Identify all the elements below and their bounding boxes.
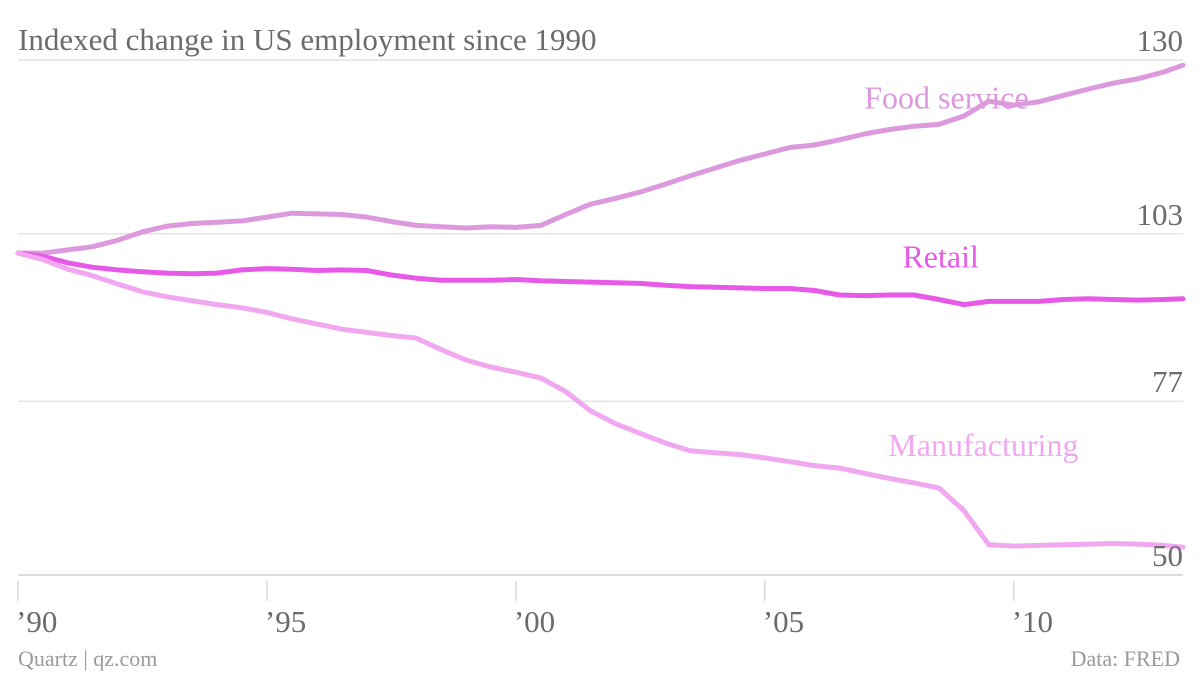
series-label: Food service [864,79,1028,115]
series-line-food-service [15,62,1186,256]
data-source: Data: FRED [1070,646,1180,671]
y-tick-label: 50 [1152,538,1183,573]
series-lines [15,62,1186,550]
y-tick-label: 130 [1137,23,1184,58]
x-tick-label: ’10 [1012,604,1053,639]
x-tick-label: ’90 [16,604,57,639]
chart-title: Indexed change in US employment since 19… [18,22,597,57]
series-line-manufacturing [15,250,1186,550]
series-labels: Food service Retail Manufacturing [864,79,1078,463]
x-axis: ’90 ’95 ’00 ’05 ’10 [16,581,1053,639]
y-tick-labels: 130 103 77 50 [1137,23,1184,573]
series-line-retail [15,250,1186,308]
x-tick-label: ’05 [763,604,804,639]
y-tick-label: 77 [1152,364,1183,399]
series-label: Manufacturing [888,427,1078,463]
source-credit: Quartz | qz.com [18,646,158,671]
y-tick-label: 103 [1137,197,1184,232]
x-tick-label: ’95 [265,604,306,639]
x-tick-label: ’00 [514,604,555,639]
series-label: Retail [902,238,979,274]
gridlines [18,59,1183,576]
